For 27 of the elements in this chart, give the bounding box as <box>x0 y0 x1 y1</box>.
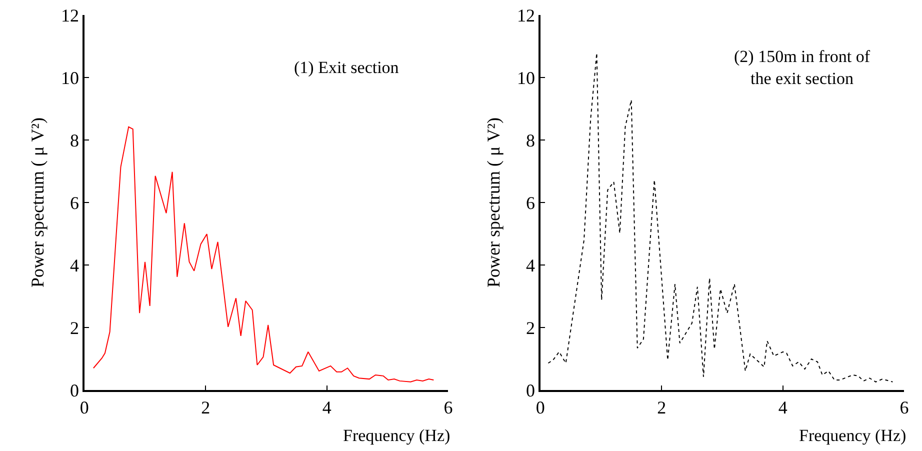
y-tick-label: 12 <box>516 5 535 26</box>
y-tick-label: 0 <box>70 380 79 400</box>
annotation: (2) 150m in front of the exit section <box>734 47 870 88</box>
y-tick-label: 8 <box>70 130 79 150</box>
x-tick-label: 4 <box>778 397 788 418</box>
y-tick-label: 4 <box>526 255 535 276</box>
line-series <box>92 126 434 382</box>
x-axis-title: Frequency (Hz) <box>343 426 450 445</box>
x-tick-label: 4 <box>322 397 332 418</box>
y-tick-label: 2 <box>70 318 79 338</box>
y-tick-label: 6 <box>526 192 535 213</box>
annotation: (1) Exit section <box>294 58 400 77</box>
x-tick-label: 6 <box>900 397 909 418</box>
y-tick-label: 0 <box>526 380 535 400</box>
y-tick-label: 2 <box>526 318 535 338</box>
x-tick-label: 6 <box>444 397 453 418</box>
y-axis-title: Power spectrum ( μ V²) <box>28 117 48 288</box>
y-tick-label: 6 <box>70 192 79 213</box>
y-tick-label: 4 <box>70 255 79 276</box>
y-axis-title: Power spectrum ( μ V²) <box>484 117 504 288</box>
x-tick-label: 2 <box>201 397 210 418</box>
y-tick-label: 12 <box>60 5 79 26</box>
x-axis-title: Frequency (Hz) <box>799 426 906 445</box>
x-tick-label: 2 <box>657 397 666 418</box>
y-tick-label: 8 <box>526 130 535 150</box>
y-tick-label: 10 <box>516 68 535 88</box>
y-tick-label: 10 <box>60 68 79 88</box>
